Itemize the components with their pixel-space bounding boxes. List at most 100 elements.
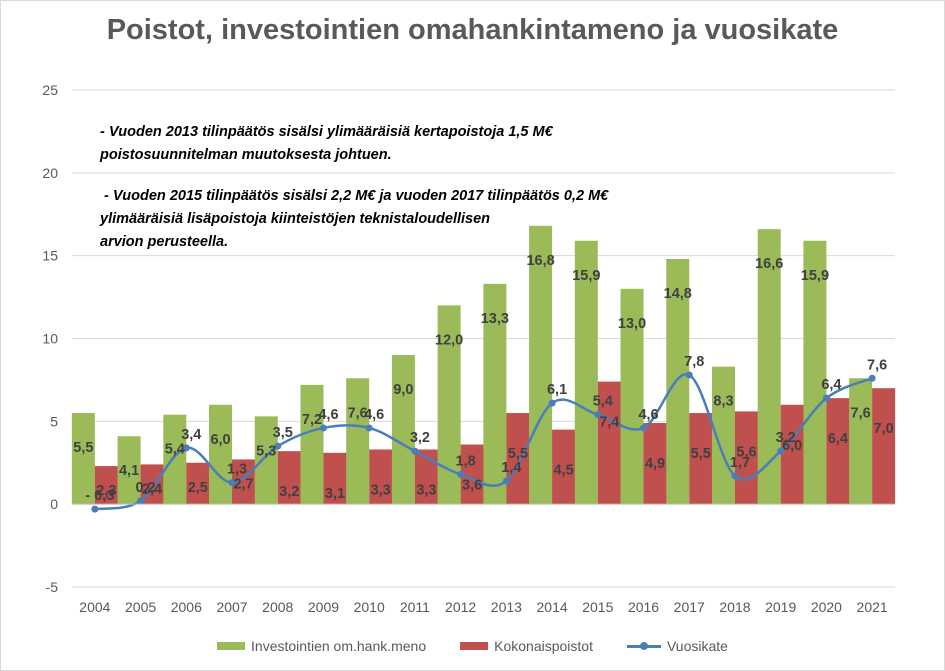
point-vuosikate	[868, 374, 876, 382]
label-depreciation: 2,7	[233, 476, 253, 492]
x-tick-label: 2021	[857, 599, 888, 615]
label-vuosikate: 3,5	[273, 425, 293, 441]
point-vuosikate	[228, 479, 236, 487]
label-depreciation: 2,4	[142, 481, 162, 497]
label-investments: 5,4	[165, 442, 185, 458]
bars-layer	[71, 225, 896, 505]
x-tick-label: 2005	[125, 599, 156, 615]
y-tick-label: 25	[42, 82, 58, 98]
legend-item-investments: Investointien om.hank.meno	[217, 638, 426, 654]
point-vuosikate	[91, 505, 99, 513]
bar-investments	[803, 240, 827, 505]
point-vuosikate	[365, 424, 373, 432]
point-vuosikate	[457, 470, 465, 478]
label-investments: 5,3	[256, 443, 276, 459]
axis-layer: -5 0 5 10 15 20 25 2004 2005 2006 2007 2008 2009 2010…	[42, 82, 895, 615]
point-vuosikate	[822, 394, 830, 402]
point-vuosikate	[548, 399, 556, 407]
label-vuosikate: - 0,3	[85, 488, 114, 504]
bar-depreciation	[232, 459, 256, 505]
label-investments: 6,0	[210, 432, 230, 448]
label-vuosikate: 7,6	[867, 357, 887, 373]
bar-investments	[483, 283, 507, 505]
bar-investments	[620, 288, 644, 505]
annotation-2013: - Vuoden 2013 tilinpäätös sisälsi ylimää…	[100, 124, 553, 163]
label-vuosikate: 1,4	[501, 460, 521, 476]
label-investments: 16,8	[526, 253, 554, 269]
x-tick-label: 2012	[445, 599, 476, 615]
bar-depreciation	[826, 398, 850, 505]
label-vuosikate: 0,2	[135, 480, 155, 496]
label-depreciation: 5,5	[691, 446, 711, 462]
x-tick-label: 2010	[354, 599, 385, 615]
legend-swatch-depreciation	[460, 642, 489, 650]
label-vuosikate: 4,6	[638, 407, 658, 423]
bar-depreciation	[277, 451, 301, 505]
bar-depreciation	[460, 444, 484, 505]
bar-depreciation	[94, 466, 118, 505]
legend-item-margin: Vuosikate	[626, 638, 728, 654]
point-vuosikate	[137, 497, 145, 505]
label-investments: 13,0	[618, 316, 646, 332]
label-investments: 15,9	[801, 268, 829, 284]
x-tick-label: 2019	[765, 599, 796, 615]
label-depreciation: 2,3	[96, 483, 116, 499]
bar-investments	[71, 413, 95, 505]
bar-investments	[437, 305, 461, 505]
label-depreciation: 6,0	[782, 438, 802, 454]
y-tick-label: 5	[50, 413, 58, 429]
label-investments: 9,0	[393, 382, 413, 398]
label-investments: 14,8	[664, 286, 692, 302]
label-vuosikate: 1,7	[730, 455, 750, 471]
x-tick-label: 2004	[79, 599, 110, 615]
x-tick-label: 2014	[537, 599, 568, 615]
label-vuosikate: 6,1	[547, 382, 567, 398]
label-vuosikate: 3,4	[181, 427, 201, 443]
label-investments: 7,2	[302, 412, 322, 428]
label-vuosikate: 6,4	[821, 377, 841, 393]
x-tick-label: 2017	[674, 599, 705, 615]
label-depreciation: 5,6	[736, 444, 756, 460]
bar-depreciation	[506, 413, 530, 505]
bar-investments	[391, 355, 415, 505]
label-depreciation: 7,4	[599, 415, 619, 431]
point-vuosikate	[411, 447, 419, 455]
x-tick-label: 2020	[811, 599, 842, 615]
point-vuosikate	[274, 442, 282, 450]
label-depreciation: 3,3	[416, 482, 436, 498]
label-vuosikate: 3,2	[776, 430, 796, 446]
label-depreciation: 2,5	[188, 480, 208, 496]
label-vuosikate: 4,6	[364, 407, 384, 423]
label-depreciation: 3,6	[462, 478, 482, 494]
label-vuosikate: 7,8	[684, 354, 704, 370]
label-depreciation: 3,1	[325, 486, 345, 502]
bar-depreciation	[597, 381, 621, 505]
bar-investments	[666, 258, 690, 505]
label-depreciation: 4,9	[645, 456, 665, 472]
label-depreciation: 3,2	[279, 484, 299, 500]
legend-label-investments: Investointien om.hank.meno	[251, 638, 427, 654]
bar-depreciation	[734, 411, 758, 505]
bar-investments	[163, 414, 187, 505]
label-investments: 4,1	[119, 463, 139, 479]
bar-investments	[529, 225, 553, 505]
x-tick-label: 2015	[582, 599, 613, 615]
legend-swatch-investments	[217, 642, 246, 650]
label-depreciation: 4,5	[553, 463, 573, 479]
x-tick-label: 2018	[719, 599, 750, 615]
label-investments: 15,9	[572, 268, 600, 284]
bar-depreciation	[414, 449, 438, 505]
x-tick-label: 2007	[216, 599, 247, 615]
label-investments: 12,0	[435, 332, 463, 348]
y-tick-label: 15	[42, 248, 58, 264]
point-vuosikate	[640, 424, 648, 432]
label-vuosikate: 1,8	[456, 453, 476, 469]
legend-label-depreciation: Kokonaispoistot	[494, 638, 593, 654]
label-depreciation: 6,4	[828, 431, 848, 447]
label-depreciation: 3,3	[371, 482, 391, 498]
labels-layer: 5,5 2,3- 0,3 4,12,40,2 5,4 2,5 3,4 6,0 2,71,3 5,…	[73, 253, 893, 504]
label-investments: 5,5	[73, 440, 93, 456]
annotation-2015-2017: - Vuoden 2015 tilinpäätös sisälsi 2,2 M€…	[100, 188, 609, 250]
label-depreciation: 5,5	[508, 446, 528, 462]
